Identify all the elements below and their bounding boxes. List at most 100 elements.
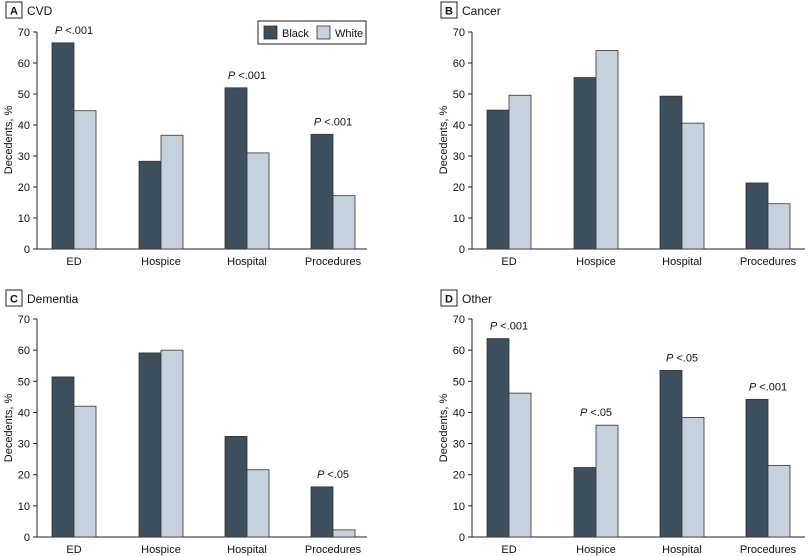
panel-d-x-tick-label-procedures: Procedures [740,544,797,556]
panel-b-x-tick-label-hospice: Hospice [576,256,616,268]
panel-a-bar-procedures-white [332,195,356,250]
panel-c-bar-hospital-black [224,436,248,538]
panel-d-x-tick-label-ed: ED [501,544,516,556]
panel-a-letter: A [10,6,18,18]
panel-a-y-tick-label-40: 40 [18,120,30,132]
panel-a-y-tick-label-0: 0 [24,244,30,256]
panel-c-annotation-procedures: P <.05 [317,469,349,481]
panel-b-y-axis-label: Decedents, % [438,106,450,175]
panel-c-y-tick-label-10: 10 [18,501,30,513]
panel-d-annotation-hospice: P <.05 [580,407,612,419]
panel-a-y-tick-label-10: 10 [18,213,30,225]
panel-a-x-tick-label-hospital: Hospital [227,256,267,268]
panel-d-bar-hospice-white [595,424,619,538]
panel-a-bar-hospice-black [138,160,162,250]
panel-c-bar-ed-white [73,405,97,538]
panel-b-y-tick-label-20: 20 [453,182,465,194]
panel-d-y-tick-label-20: 20 [453,470,465,482]
panel-c-letter: C [10,294,18,306]
panel-a-annotation-procedures: P <.001 [314,116,352,128]
panel-a-bar-hospice-white [160,134,184,250]
panel-c-letter-box [5,289,23,307]
panel-b-y-tick-label-50: 50 [453,89,465,101]
panel-c-title: Dementia [27,292,79,306]
panel-a-bar-ed-black [51,42,75,250]
panel-a-x-tick-label-ed: ED [66,256,81,268]
panel-b-y-tick-label-70: 70 [453,27,465,39]
panel-c-y-tick-label-50: 50 [18,376,30,388]
panel-b-x-tick-label-hospital: Hospital [662,256,702,268]
panel-b: B Cancer Decedents, % 0 10 20 30 40 50 60 70 ED Hosp… [438,1,805,268]
panel-b-y-tick-label-40: 40 [453,120,465,132]
panel-b-y-tick-label-10: 10 [453,213,465,225]
panel-b-letter-box [440,1,458,19]
panel-a-y-axis-label: Decedents, % [3,106,15,175]
panel-c-x-tick-label-procedures: Procedures [305,544,362,556]
panel-d-letter: D [445,294,453,306]
panel-c-y-tick-label-40: 40 [18,407,30,419]
panel-c-y-tick-label-60: 60 [18,345,30,357]
panel-b-bar-hospice-white [595,50,619,250]
panel-b-bar-hospital-white [681,122,705,250]
panel-a-bar-ed-white [73,110,97,250]
panel-b-x-tick-label-ed: ED [501,256,516,268]
panel-d-annotation-procedures: P <.001 [749,381,787,393]
panel-a-y-tick-label-70: 70 [18,27,30,39]
legend-box [257,20,367,45]
panel-d-y-tick-label-50: 50 [453,376,465,388]
panel-c: C Dementia Decedents, % 0 10 20 30 40 50 60 70 ED Ho… [3,289,367,556]
panel-d-bar-hospital-white [681,417,705,538]
panel-d-bar-procedures-black [745,398,769,538]
panel-a-y-tick-label-30: 30 [18,151,30,163]
panel-d-bar-ed-black [486,338,510,538]
legend-swatch-black [263,25,278,40]
panel-b-bar-procedures-black [745,182,769,250]
panel-d-title: Other [462,292,492,306]
panel-d-y-tick-label-40: 40 [453,407,465,419]
panel-b-bar-procedures-white [767,203,791,250]
panel-c-x-tick-label-hospital: Hospital [227,544,267,556]
panel-d-x-tick-label-hospital: Hospital [662,544,702,556]
panel-d-bar-hospice-black [573,467,597,538]
panel-a-bar-hospital-white [246,152,270,250]
panel-c-bar-hospital-white [246,469,270,538]
panel-c-bar-ed-black [51,376,75,538]
panel-a-bar-hospital-black [224,87,248,250]
panel-b-x-tick-label-procedures: Procedures [740,256,797,268]
panel-b-bar-hospital-black [659,95,683,250]
panel-a-annotation-hospital: P <.001 [228,70,266,82]
panel-d-annotation-ed: P <.001 [490,321,528,333]
panel-b-title: Cancer [462,4,501,18]
panel-d-bar-hospital-black [659,369,683,538]
panel-c-y-axis-label: Decedents, % [3,394,15,463]
legend-swatch-white [316,25,331,40]
panel-d-y-tick-label-0: 0 [459,532,465,544]
panel-a-y-tick-label-20: 20 [18,182,30,194]
panel-c-bar-hospice-black [138,352,162,538]
panel-d-y-axis-label: Decedents, % [438,394,450,463]
panel-a-title: CVD [27,4,53,18]
panel-b-bar-ed-white [508,94,532,250]
panel-d-x-tick-label-hospice: Hospice [576,544,616,556]
panel-a-letter-box [5,1,23,19]
panel-d-y-tick-label-10: 10 [453,501,465,513]
panel-b-y-tick-label-0: 0 [459,244,465,256]
panel-c-y-tick-label-70: 70 [18,314,30,326]
panel-d-annotation-hospital: P <.05 [666,352,698,364]
legend-label-white: White [335,28,363,40]
panel-a-y-tick-label-60: 60 [18,58,30,70]
panel-d-y-tick-label-30: 30 [453,439,465,451]
panel-c-y-tick-label-20: 20 [18,470,30,482]
panel-a: A CVD Decedents, % 0 10 20 30 40 50 60 70 ED P <.001… [3,1,367,268]
legend: Black White [257,20,367,45]
panel-c-x-tick-label-hospice: Hospice [141,544,181,556]
panel-c-bar-procedures-white [332,529,356,538]
panel-a-x-tick-label-hospice: Hospice [141,256,181,268]
panel-b-letter: B [445,6,453,18]
panel-c-x-tick-label-ed: ED [66,544,81,556]
panel-c-y-tick-label-30: 30 [18,439,30,451]
panel-c-bar-hospice-white [160,349,184,538]
panel-b-bar-hospice-black [573,77,597,250]
panel-c-bar-procedures-black [310,486,334,538]
